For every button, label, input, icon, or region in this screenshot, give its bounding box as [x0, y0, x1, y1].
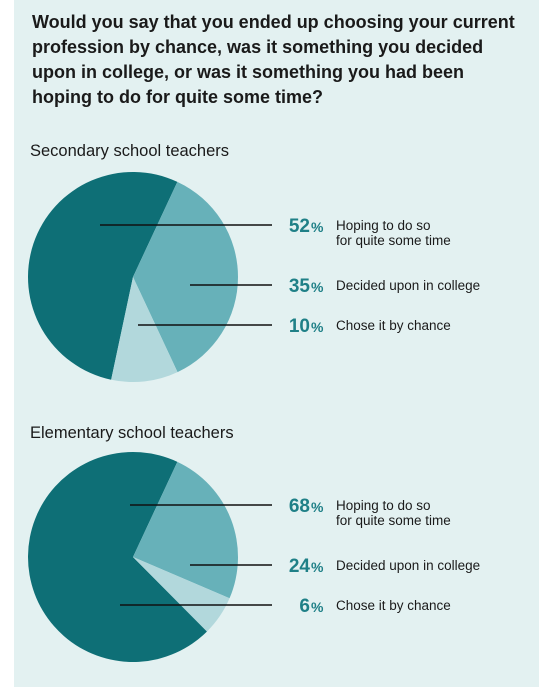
- secondary-unit-hoping: %: [311, 219, 324, 235]
- secondary-value-college: 35: [289, 276, 311, 297]
- elementary-slice-chance: [133, 557, 230, 632]
- elementary-unit-college: %: [311, 559, 324, 575]
- secondary-label-hoping-line-2: for quite some time: [336, 233, 451, 248]
- elementary-value-college: 24: [289, 556, 311, 577]
- secondary-chart-title: Secondary school teachers: [30, 142, 230, 160]
- elementary-unit-hoping: %: [311, 499, 324, 515]
- elementary-slice-college: [133, 461, 238, 599]
- elementary-label-chance-line-1: Chose it by chance: [336, 598, 451, 613]
- secondary-value-chance: 10: [289, 316, 310, 337]
- secondary-unit-chance: %: [311, 319, 324, 335]
- elementary-unit-chance: %: [311, 599, 324, 615]
- question-heading: Would you say that you ended up choosing…: [32, 12, 515, 107]
- elementary-chart-title: Elementary school teachers: [30, 424, 234, 442]
- secondary-slice-hoping: [28, 171, 178, 380]
- elementary-label-hoping-line-1: Hoping to do so: [336, 498, 431, 513]
- secondary-slice-chance: [111, 277, 178, 382]
- elementary-label-college-line-1: Decided upon in college: [336, 558, 480, 573]
- secondary-label-hoping-line-1: Hoping to do so: [336, 218, 431, 233]
- secondary-label-chance-line-1: Chose it by chance: [336, 318, 451, 333]
- elementary-value-chance: 6: [299, 596, 310, 617]
- elementary-slice-hoping: [27, 452, 207, 663]
- elementary-label-hoping-line-2: for quite some time: [336, 513, 451, 528]
- secondary-label-college-line-1: Decided upon in college: [336, 278, 480, 293]
- secondary-value-hoping: 52: [289, 216, 310, 237]
- elementary-value-hoping: 68: [289, 496, 310, 517]
- secondary-unit-college: %: [311, 279, 324, 295]
